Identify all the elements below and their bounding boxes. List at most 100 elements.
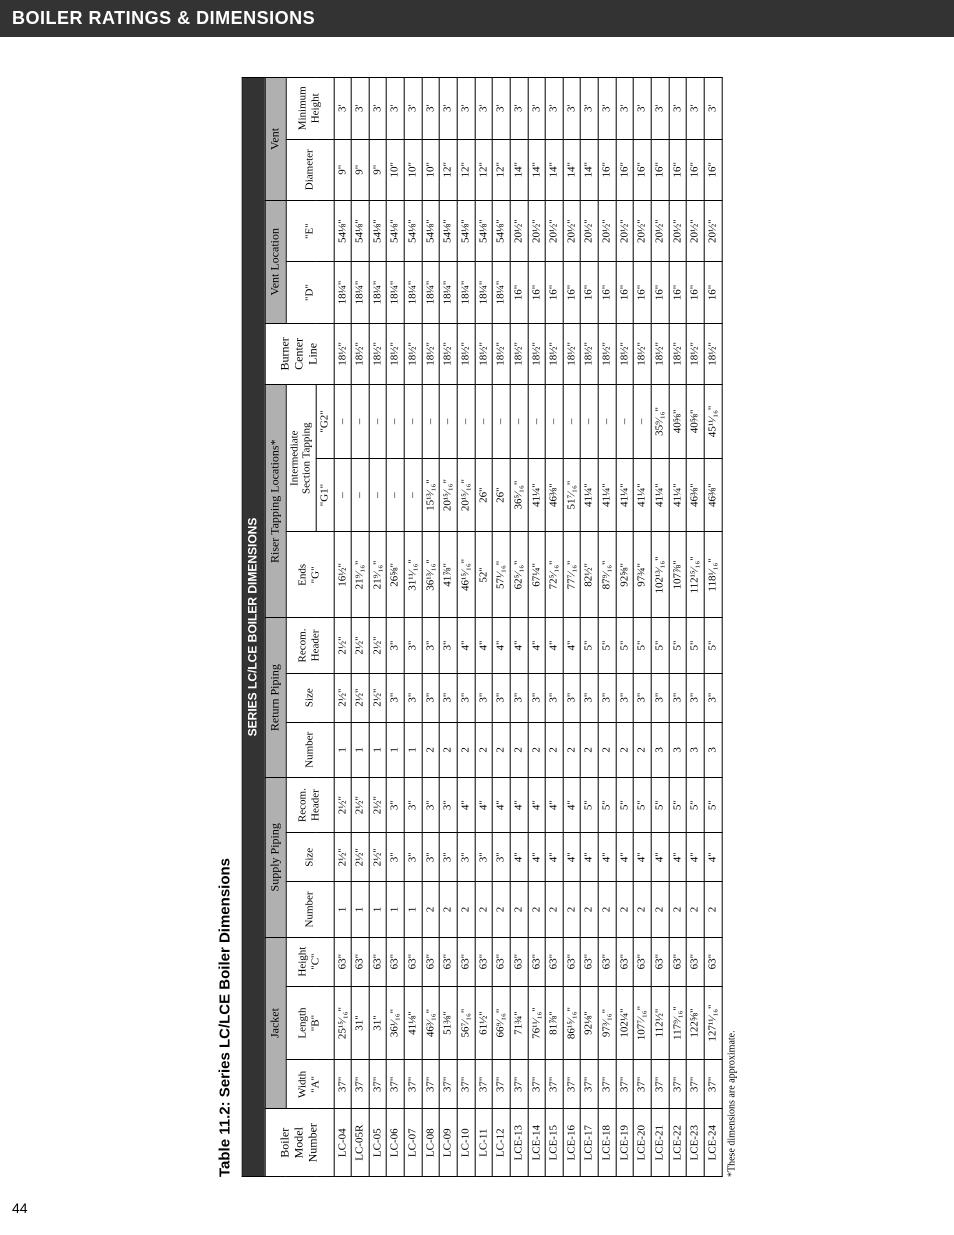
table-cell: 54⅛" [334, 200, 352, 261]
table-cell: 41¼" [598, 458, 616, 532]
table-cell: 37" [598, 1060, 616, 1109]
col-g1: "G1" [316, 458, 334, 532]
table-cell: – [528, 385, 546, 459]
table-row: LCE-1637"86¹⁵⁄₁₆"63"24"4"23"4"77⁷⁄₁₆"51⁷… [563, 78, 581, 1177]
table-cell: 20½" [581, 200, 599, 261]
table-cell: 2½" [351, 673, 369, 722]
table-cell: 62⁵⁄₁₆" [510, 532, 528, 618]
table-cell: 54⅛" [387, 200, 405, 261]
table-cell: LCE-24 [704, 1109, 722, 1177]
table-cell: 36¹³⁄₁₆" [422, 532, 440, 618]
table-cell: 63" [334, 937, 352, 986]
table-cell: 15¹³⁄₁₆" [422, 458, 440, 532]
table-row: LCE-2137"112½"63"24"5"33"5"102¹³⁄₁₆"41¼"… [651, 78, 669, 1177]
table-row: LCE-2037"107⁷⁄₁₆"63"24"5"23"5"97¾"41¼"–1… [634, 78, 652, 1177]
table-cell: 14" [581, 139, 599, 200]
table-cell: 5" [704, 777, 722, 832]
table-cell: 4" [492, 618, 510, 673]
table-row: LC-05R37"31"63"12½"2½"12½"2½"21⁹⁄₁₆"––18… [351, 78, 369, 1177]
table-cell: 1 [387, 722, 405, 777]
table-cell: 31" [351, 986, 369, 1060]
table-cell: 3" [404, 673, 422, 722]
table-cell: 63" [651, 937, 669, 986]
table-cell: 66⁹⁄₁₆" [492, 986, 510, 1060]
table-cell: 1 [369, 722, 387, 777]
table-cell: 16" [704, 262, 722, 323]
table-row: LCE-1337"71¾"63"24"4"23"4"62⁵⁄₁₆"36⁵⁄₁₆"… [510, 78, 528, 1177]
table-cell: – [404, 458, 422, 532]
table-cell: 3' [563, 78, 581, 140]
table-cell: 52" [475, 532, 493, 618]
table-cell: LCE-14 [528, 1109, 546, 1177]
col-length: Length"B" [286, 986, 334, 1060]
table-cell: 1 [334, 882, 352, 937]
table-cell: 18½" [422, 323, 440, 384]
table-row: LC-1137"61½"63"23"4"23"4"52"26"–18½"18¼"… [475, 78, 493, 1177]
table-cell: 18½" [651, 323, 669, 384]
table-cell: 18¼" [404, 262, 422, 323]
table-cell: 127¹¹⁄₁₆" [704, 986, 722, 1060]
table-cell: 4" [528, 618, 546, 673]
table-cell: 102¹³⁄₁₆" [651, 532, 669, 618]
table-title: Table 11.2: Series LC/LCE Boiler Dimensi… [217, 77, 234, 1177]
table-cell: 5" [651, 618, 669, 673]
col-diam: Diameter [286, 139, 334, 200]
table-cell: 3" [634, 673, 652, 722]
table-cell: 41¼" [669, 458, 687, 532]
table-cell: LCE-13 [510, 1109, 528, 1177]
footnote: *These dimensions are approximate. [726, 77, 737, 1177]
table-cell: 5" [616, 777, 634, 832]
table-cell: – [404, 385, 422, 459]
table-cell: 18½" [387, 323, 405, 384]
table-cell: 2 [581, 882, 599, 937]
table-cell: 54⅛" [440, 200, 458, 261]
table-cell: 16" [510, 262, 528, 323]
table-cell: 4" [545, 833, 563, 882]
table-cell: 16" [687, 139, 705, 200]
table-cell: 3' [545, 78, 563, 140]
table-cell: 37" [616, 1060, 634, 1109]
table-cell: 3" [440, 618, 458, 673]
table-cell: 61½" [475, 986, 493, 1060]
table-row: LCE-1837"97³⁄₁₆"63"24"5"23"5"87⁹⁄₁₆"41¼"… [598, 78, 616, 1177]
table-cell: 10" [422, 139, 440, 200]
table-cell: 16" [528, 262, 546, 323]
table-cell: 37" [457, 1060, 475, 1109]
table-cell: 2 [492, 722, 510, 777]
table-cell: 3' [510, 78, 528, 140]
table-cell: 3' [351, 78, 369, 140]
table-cell: – [457, 385, 475, 459]
table-cell: 37" [528, 1060, 546, 1109]
table-cell: 37" [510, 1060, 528, 1109]
table-cell: 3' [528, 78, 546, 140]
table-cell: 16" [634, 262, 652, 323]
table-cell: 14" [510, 139, 528, 200]
table-cell: 41¼" [528, 458, 546, 532]
table-cell: LC-08 [422, 1109, 440, 1177]
table-cell: 18¼" [475, 262, 493, 323]
table-cell: 2½" [351, 777, 369, 832]
table-cell: 1 [334, 722, 352, 777]
table-cell: 4" [669, 833, 687, 882]
table-cell: 51⁷⁄₁₆" [563, 458, 581, 532]
table-cell: 16" [669, 262, 687, 323]
table-cell: 16" [545, 262, 563, 323]
table-cell: 2 [528, 882, 546, 937]
table-cell: 117⁹⁄₁₆" [669, 986, 687, 1060]
table-cell: 37" [404, 1060, 422, 1109]
table-cell: 5" [669, 777, 687, 832]
table-cell: 67¼" [528, 532, 546, 618]
table-cell: LCE-15 [545, 1109, 563, 1177]
col-rnum: Number [286, 722, 334, 777]
table-cell: 3" [687, 673, 705, 722]
table-cell: 18½" [616, 323, 634, 384]
table-cell: 18½" [545, 323, 563, 384]
table-cell: 4" [475, 777, 493, 832]
table-cell: 63" [704, 937, 722, 986]
table-cell: 118¹⁄₁₆" [704, 532, 722, 618]
table-cell: 41¼" [616, 458, 634, 532]
table-cell: LCE-18 [598, 1109, 616, 1177]
table-cell: LC-04 [334, 1109, 352, 1177]
table-cell: 63" [387, 937, 405, 986]
table-cell: 5" [669, 618, 687, 673]
